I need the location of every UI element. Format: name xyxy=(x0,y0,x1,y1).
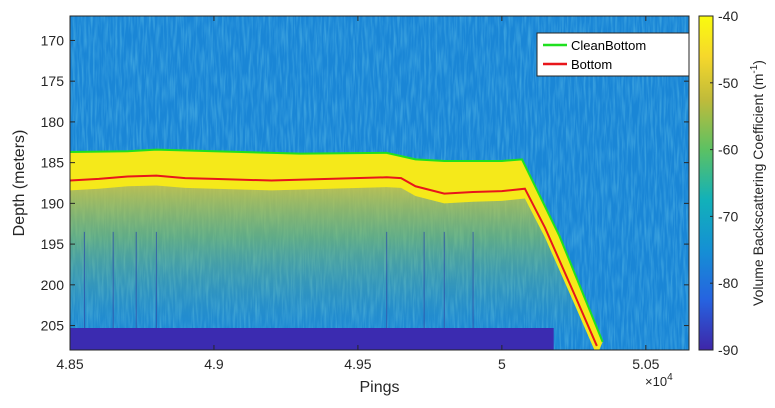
colorbar-gradient xyxy=(698,15,714,351)
x-tick-label: 5 xyxy=(498,356,506,372)
colorbar-tick-label: -70 xyxy=(718,208,738,224)
legend: CleanBottom Bottom xyxy=(536,32,690,77)
y-tick-label: 170 xyxy=(41,32,65,48)
colorbar-tick-label: -40 xyxy=(718,8,738,24)
y-tick-label: 200 xyxy=(41,277,65,293)
x-multiplier-exponent: 4 xyxy=(667,372,673,383)
legend-label-cleanbottom: CleanBottom xyxy=(571,38,646,53)
y-tick-label: 175 xyxy=(41,73,65,89)
y-tick-label: 195 xyxy=(41,236,65,252)
y-tick-label: 190 xyxy=(41,195,65,211)
series-line-cleanbottom xyxy=(70,148,604,343)
colorbar-tick-label: -50 xyxy=(718,75,738,91)
x-tick-label: 4.9 xyxy=(204,356,224,372)
colorbar-tick-label: -90 xyxy=(718,342,738,358)
colorbar-label: Volume Backscattering Coefficient (m-1) xyxy=(749,60,766,306)
plot-frame xyxy=(69,15,690,351)
bad-data-region xyxy=(70,328,554,350)
colorbar-tick-label: -80 xyxy=(718,275,738,291)
bottom-echo-band xyxy=(70,149,603,350)
x-multiplier-label: ×104 xyxy=(645,372,673,389)
colorbar-label-sup: -1 xyxy=(749,64,760,73)
x-tick-label: 4.85 xyxy=(56,356,83,372)
axes: 4.85 4.9 4.95 5 5.05 170 175 180 185 190 195 200 205… xyxy=(11,15,690,396)
y-tick-label: 180 xyxy=(41,114,65,130)
series-line-bottom xyxy=(70,174,598,347)
y-tick-label: 205 xyxy=(41,318,65,334)
y-tick-label: 185 xyxy=(41,155,65,171)
colorbar-label-prefix: Volume Backscattering Coefficient (m xyxy=(750,74,766,306)
x-tick-label: 4.95 xyxy=(344,356,371,372)
x-axis-label: Pings xyxy=(359,379,399,396)
legend-box xyxy=(536,32,690,77)
y-axis-label: Depth (meters) xyxy=(11,130,28,237)
subbottom-backscatter xyxy=(70,175,597,350)
legend-label-bottom: Bottom xyxy=(571,57,612,72)
colorbar: -40 -50 -60 -70 -80 -90 Volume Backscattering … xyxy=(698,8,766,358)
x-tick-label: 5.05 xyxy=(632,356,659,372)
colorbar-tick-label: -60 xyxy=(718,142,738,158)
colorbar-label-suffix: ) xyxy=(750,60,766,65)
